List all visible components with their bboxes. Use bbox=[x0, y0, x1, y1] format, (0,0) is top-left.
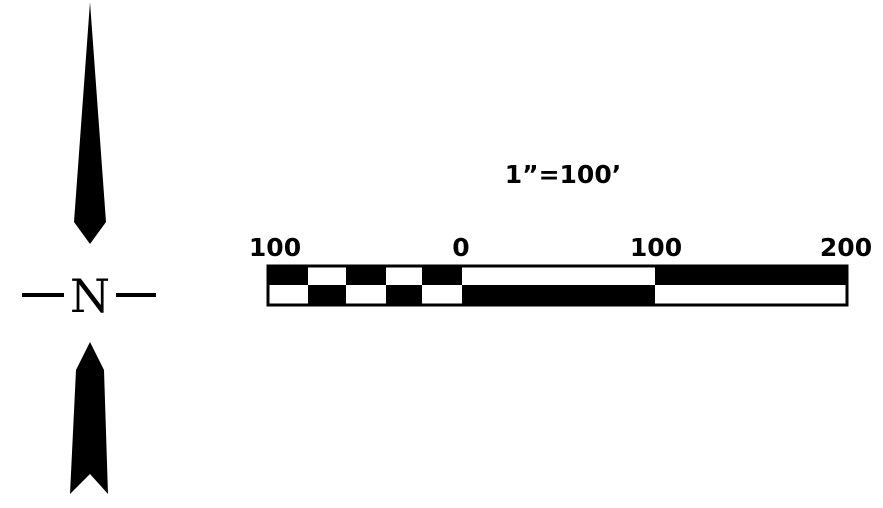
scale-segment-bottom bbox=[268, 285, 308, 305]
scale-tick-label: 0 bbox=[452, 233, 469, 262]
scale-segment-top bbox=[346, 266, 386, 285]
scale-segment-bottom bbox=[655, 285, 847, 305]
north-arrow-upper-needle-icon bbox=[74, 2, 106, 244]
scale-segment-top bbox=[462, 266, 655, 285]
scale-segment-bottom bbox=[386, 285, 422, 305]
scale-segment-top bbox=[308, 266, 346, 285]
scale-segment-top bbox=[386, 266, 422, 285]
scale-segment-top bbox=[655, 266, 847, 285]
scale-segment-top bbox=[422, 266, 462, 285]
scale-segment-bottom bbox=[462, 285, 655, 305]
scale-segment-bottom bbox=[422, 285, 462, 305]
scale-ratio-label: 1”=100’ bbox=[505, 160, 621, 189]
scale-tick-label: 200 bbox=[820, 233, 872, 262]
north-label: N bbox=[70, 269, 110, 323]
scale-segment-bottom bbox=[346, 285, 386, 305]
scale-bar: 1”=100’ 100 0 100 200 bbox=[249, 160, 872, 307]
scale-bar-outline bbox=[266, 264, 849, 307]
scale-tick-label: 100 bbox=[249, 233, 301, 262]
scale-segment-bottom bbox=[308, 285, 346, 305]
north-arrow: N bbox=[22, 2, 156, 494]
scale-tick-label: 100 bbox=[630, 233, 682, 262]
north-arrow-lower-needle-icon bbox=[70, 342, 108, 494]
scale-segment-top bbox=[268, 266, 308, 285]
